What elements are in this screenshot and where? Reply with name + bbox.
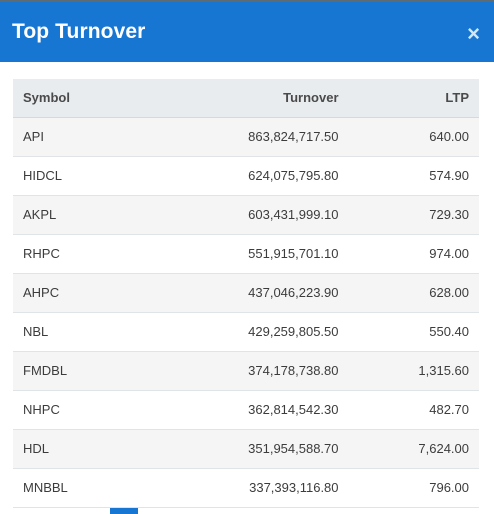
cell-ltp: 482.70 — [348, 390, 479, 430]
cell-turnover: 603,431,999.10 — [171, 195, 349, 235]
cell-turnover: 337,393,116.80 — [171, 468, 349, 508]
table-row[interactable]: AHPC 437,046,223.90 628.00 — [13, 273, 479, 313]
table-row[interactable]: HDL 351,954,588.70 7,624.00 — [13, 429, 479, 469]
table-row[interactable]: FMDBL 374,178,738.80 1,315.60 — [13, 351, 479, 391]
column-header-symbol[interactable]: Symbol — [13, 79, 172, 118]
cell-ltp: 574.90 — [348, 156, 479, 196]
cell-symbol[interactable]: RHPC — [13, 234, 172, 274]
pagination-active-page[interactable] — [110, 508, 138, 514]
table-row[interactable]: HIDCL 624,075,795.80 574.90 — [13, 156, 479, 196]
top-strip — [0, 0, 494, 2]
cell-symbol[interactable]: MNBBL — [13, 468, 172, 508]
column-header-turnover[interactable]: Turnover — [171, 79, 349, 118]
cell-ltp: 7,624.00 — [348, 429, 479, 469]
close-icon[interactable]: × — [467, 21, 480, 46]
table-row[interactable]: RHPC 551,915,701.10 974.00 — [13, 234, 479, 274]
cell-symbol[interactable]: AHPC — [13, 273, 172, 313]
cell-turnover: 362,814,542.30 — [171, 390, 349, 430]
cell-ltp: 974.00 — [348, 234, 479, 274]
cell-turnover: 863,824,717.50 — [171, 117, 349, 157]
turnover-table-container: Symbol Turnover LTP API 863,824,717.50 6… — [13, 79, 479, 508]
cell-turnover: 624,075,795.80 — [171, 156, 349, 196]
cell-ltp: 1,315.60 — [348, 351, 479, 391]
table-row[interactable]: API 863,824,717.50 640.00 — [13, 117, 479, 157]
cell-ltp: 796.00 — [348, 468, 479, 508]
cell-turnover: 351,954,588.70 — [171, 429, 349, 469]
cell-symbol[interactable]: NHPC — [13, 390, 172, 430]
cell-symbol[interactable]: AKPL — [13, 195, 172, 235]
cell-symbol[interactable]: NBL — [13, 312, 172, 352]
cell-turnover: 551,915,701.10 — [171, 234, 349, 274]
table-row[interactable]: NBL 429,259,805.50 550.40 — [13, 312, 479, 352]
turnover-table: Symbol Turnover LTP API 863,824,717.50 6… — [13, 79, 479, 508]
table-row[interactable]: AKPL 603,431,999.10 729.30 — [13, 195, 479, 235]
modal-header: Top Turnover × — [0, 2, 494, 62]
cell-turnover: 429,259,805.50 — [171, 312, 349, 352]
table-row[interactable]: NHPC 362,814,542.30 482.70 — [13, 390, 479, 430]
cell-ltp: 729.30 — [348, 195, 479, 235]
table-header-row: Symbol Turnover LTP — [13, 79, 479, 118]
cell-symbol[interactable]: HDL — [13, 429, 172, 469]
cell-turnover: 374,178,738.80 — [171, 351, 349, 391]
cell-symbol[interactable]: HIDCL — [13, 156, 172, 196]
cell-ltp: 640.00 — [348, 117, 479, 157]
cell-ltp: 628.00 — [348, 273, 479, 313]
cell-symbol[interactable]: API — [13, 117, 172, 157]
table-row[interactable]: MNBBL 337,393,116.80 796.00 — [13, 468, 479, 508]
cell-ltp: 550.40 — [348, 312, 479, 352]
modal-title: Top Turnover — [12, 20, 146, 43]
cell-symbol[interactable]: FMDBL — [13, 351, 172, 391]
cell-turnover: 437,046,223.90 — [171, 273, 349, 313]
column-header-ltp[interactable]: LTP — [348, 79, 479, 118]
